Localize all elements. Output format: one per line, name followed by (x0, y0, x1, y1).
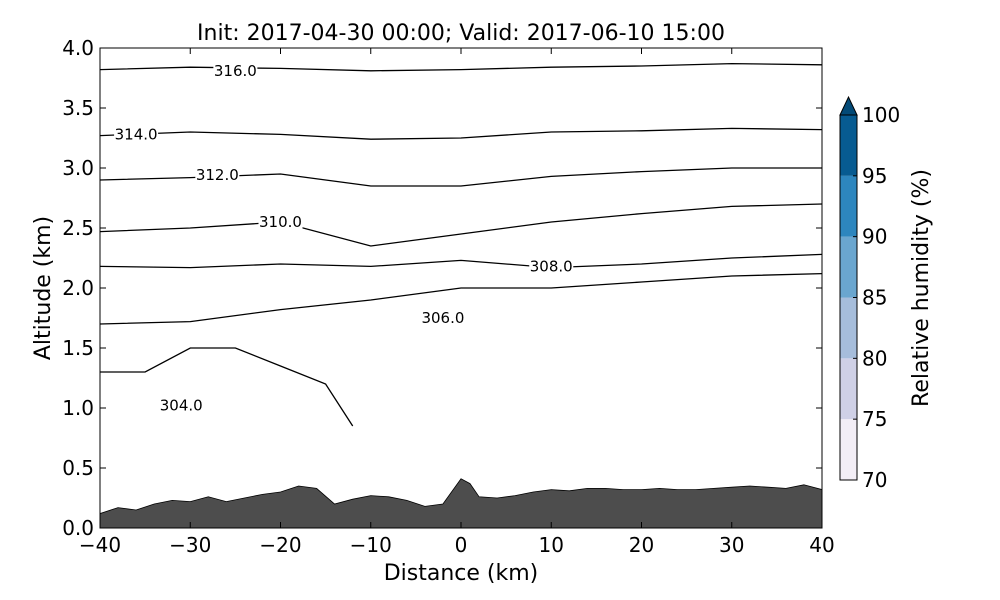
colorbar-segment (840, 236, 857, 298)
contour-line-308.0 (100, 253, 822, 269)
terrain-fill (100, 478, 822, 528)
contour-label-bg-306.0 (420, 308, 465, 326)
colorbar-segment (840, 419, 857, 480)
contour-line-310.0 (100, 203, 822, 247)
colorbar-tick-label: 85 (862, 286, 887, 310)
y-tick-label: 0.5 (62, 456, 94, 480)
colorbar-segment (840, 358, 857, 420)
contour-label-310.0: 310.0 (259, 213, 302, 231)
colorbar-tick-label: 70 (862, 468, 887, 492)
y-axis-label: Altitude (km) (31, 216, 56, 360)
colorbar: 70 75 80 85 90 95 100 (839, 95, 900, 492)
y-tick-label: 1.0 (62, 396, 94, 420)
y-tick-label: 2.5 (62, 216, 94, 240)
x-tick-label: −30 (169, 533, 211, 557)
x-tick-label: 30 (719, 533, 744, 557)
contour-label-308.0: 308.0 (530, 257, 573, 275)
x-axis-label: Distance (km) (384, 561, 539, 586)
contour-label-bg-308.0 (529, 256, 574, 275)
y-tick-label: 3.5 (62, 96, 94, 120)
x-tick-label: −40 (79, 533, 121, 557)
y-tick-label: 4.0 (62, 36, 94, 60)
plot-area: 316.0 314.0 312.0 310.0 308.0 306.0 304.0 (100, 48, 822, 528)
contour-labels: 316.0 314.0 312.0 310.0 308.0 306.0 304.0 (114, 60, 574, 415)
contour-label-306.0: 306.0 (421, 309, 464, 327)
x-tick-label: −10 (350, 533, 392, 557)
colorbar-segment (840, 175, 857, 237)
contour-label-bg-314.0 (114, 124, 159, 143)
y-tick-label: 1.5 (62, 336, 94, 360)
contour-label-304.0: 304.0 (160, 397, 203, 415)
x-tick-label: 20 (629, 533, 654, 557)
chart-title: Init: 2017-04-30 00:00; Valid: 2017-06-1… (197, 21, 725, 46)
contour-label-bg-304.0 (159, 395, 204, 414)
colorbar-tick-label: 100 (862, 103, 900, 127)
contour-line-304.0 (100, 347, 354, 427)
x-tick-label: 10 (539, 533, 564, 557)
x-tick-label: 0 (455, 533, 468, 557)
contour-label-316.0: 316.0 (214, 62, 257, 80)
colorbar-tick-label: 75 (862, 407, 887, 431)
colorbar-label: Relative humidity (%) (909, 169, 934, 407)
y-axis: 0.0 0.5 1.0 1.5 2.0 2.5 3.0 3.5 4.0 (62, 36, 822, 540)
colorbar-segment (840, 115, 857, 176)
colorbar-extend-triangle (839, 95, 858, 116)
colorbar-tick-label: 95 (862, 164, 887, 188)
x-axis: −40 −30 −20 −10 0 10 20 30 40 (79, 48, 835, 557)
contour-label-314.0: 314.0 (115, 125, 158, 143)
x-tick-label: 40 (809, 533, 834, 557)
contour-line-314.0 (100, 127, 822, 140)
contour-label-bg-316.0 (213, 60, 258, 79)
y-tick-label: 0.0 (62, 516, 94, 540)
colorbar-tick-label: 80 (862, 346, 887, 370)
colorbar-tick-label: 90 (862, 225, 887, 249)
contour-label-312.0: 312.0 (196, 166, 239, 184)
y-tick-label: 3.0 (62, 156, 94, 180)
y-tick-label: 2.0 (62, 276, 94, 300)
x-tick-label: −20 (259, 533, 301, 557)
colorbar-segment (840, 297, 857, 359)
contour-label-bg-310.0 (258, 212, 303, 230)
contour-line-306.0 (100, 272, 822, 325)
contour-label-bg-312.0 (195, 165, 240, 184)
